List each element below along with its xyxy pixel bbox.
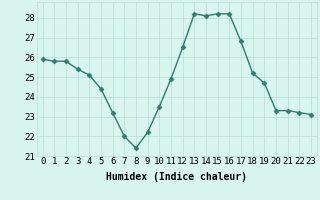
- X-axis label: Humidex (Indice chaleur): Humidex (Indice chaleur): [106, 172, 247, 182]
